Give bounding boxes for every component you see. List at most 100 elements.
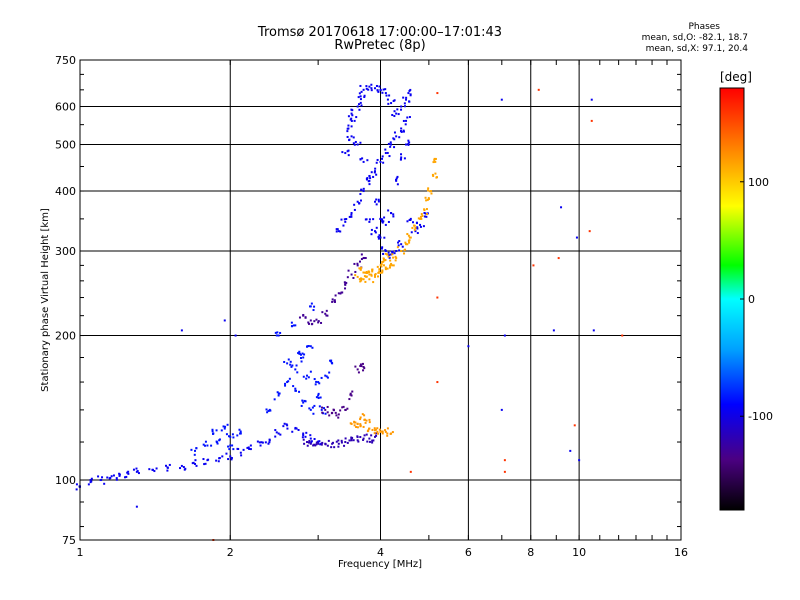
data-point: [359, 416, 362, 419]
data-point: [392, 256, 395, 259]
data-point: [537, 88, 540, 91]
data-point: [364, 421, 367, 424]
data-point: [360, 365, 363, 368]
data-point: [381, 432, 384, 435]
data-point: [375, 198, 378, 201]
data-point: [387, 251, 390, 254]
data-point: [407, 143, 410, 146]
data-point: [333, 446, 336, 449]
data-point: [249, 444, 252, 447]
data-point: [341, 406, 344, 409]
data-point: [434, 172, 437, 175]
data-point: [384, 266, 387, 269]
data-point: [396, 183, 399, 186]
data-point: [310, 440, 313, 443]
data-point: [350, 273, 353, 276]
data-point: [226, 423, 229, 426]
data-point: [372, 218, 375, 221]
data-point: [393, 146, 396, 149]
data-point: [400, 127, 403, 130]
data-point: [419, 217, 422, 220]
data-point: [351, 390, 354, 393]
data-point: [365, 275, 368, 278]
data-point: [360, 90, 363, 93]
data-point: [359, 364, 362, 367]
data-point: [115, 477, 118, 480]
data-point: [334, 411, 337, 414]
data-point: [310, 302, 313, 305]
data-point: [390, 250, 393, 253]
data-point: [367, 429, 370, 432]
data-point: [384, 268, 387, 271]
data-point: [358, 202, 361, 205]
data-point: [333, 300, 336, 303]
data-point: [347, 115, 350, 118]
data-point: [436, 92, 439, 95]
data-point: [397, 241, 400, 244]
data-point: [388, 254, 391, 257]
data-point: [347, 124, 350, 127]
data-point: [326, 376, 329, 379]
data-point: [339, 230, 342, 233]
data-point: [298, 350, 301, 353]
data-point: [356, 435, 359, 438]
data-point: [292, 385, 295, 388]
data-point: [361, 362, 364, 365]
data-point: [190, 448, 193, 451]
data-points: [75, 83, 624, 541]
data-point: [371, 439, 374, 442]
data-point: [406, 233, 409, 236]
data-point: [274, 435, 277, 438]
data-point: [297, 428, 300, 431]
data-point: [408, 218, 411, 221]
data-point: [410, 231, 413, 234]
data-point: [353, 262, 356, 265]
data-point: [329, 359, 332, 362]
data-point: [435, 176, 438, 179]
data-point: [100, 478, 103, 481]
data-point: [373, 432, 376, 435]
data-point: [321, 441, 324, 444]
data-point: [420, 217, 423, 220]
data-point: [379, 430, 382, 433]
data-point: [195, 447, 198, 450]
data-point: [374, 275, 377, 278]
data-point: [103, 482, 106, 485]
data-point: [303, 353, 306, 356]
data-point: [378, 268, 381, 271]
y-axis-label: Stationary phase Virtual Height [km]: [40, 208, 51, 392]
data-point: [324, 442, 327, 445]
data-point: [249, 448, 252, 451]
data-point: [419, 225, 422, 228]
data-point: [400, 153, 403, 156]
data-point: [432, 161, 435, 164]
data-point: [337, 292, 340, 295]
data-point: [390, 102, 393, 105]
data-point: [202, 458, 205, 461]
data-point: [381, 91, 384, 94]
data-point: [291, 430, 294, 433]
data-point: [532, 264, 535, 267]
data-point: [227, 445, 230, 448]
data-point: [375, 161, 378, 164]
data-point: [217, 460, 220, 463]
data-point: [347, 269, 350, 272]
data-point: [359, 101, 362, 104]
data-point: [350, 394, 353, 397]
data-point: [287, 358, 290, 361]
data-point: [300, 404, 303, 407]
data-point: [135, 467, 138, 470]
data-point: [368, 271, 371, 274]
data-point: [330, 361, 333, 364]
data-point: [363, 275, 366, 278]
data-point: [575, 236, 578, 239]
data-point: [359, 95, 362, 98]
data-point: [368, 427, 371, 430]
data-point: [379, 236, 382, 239]
data-point: [313, 404, 316, 407]
data-point: [309, 437, 312, 440]
data-point: [239, 430, 242, 433]
data-point: [382, 161, 385, 164]
data-point: [407, 234, 410, 237]
data-point: [321, 406, 324, 409]
